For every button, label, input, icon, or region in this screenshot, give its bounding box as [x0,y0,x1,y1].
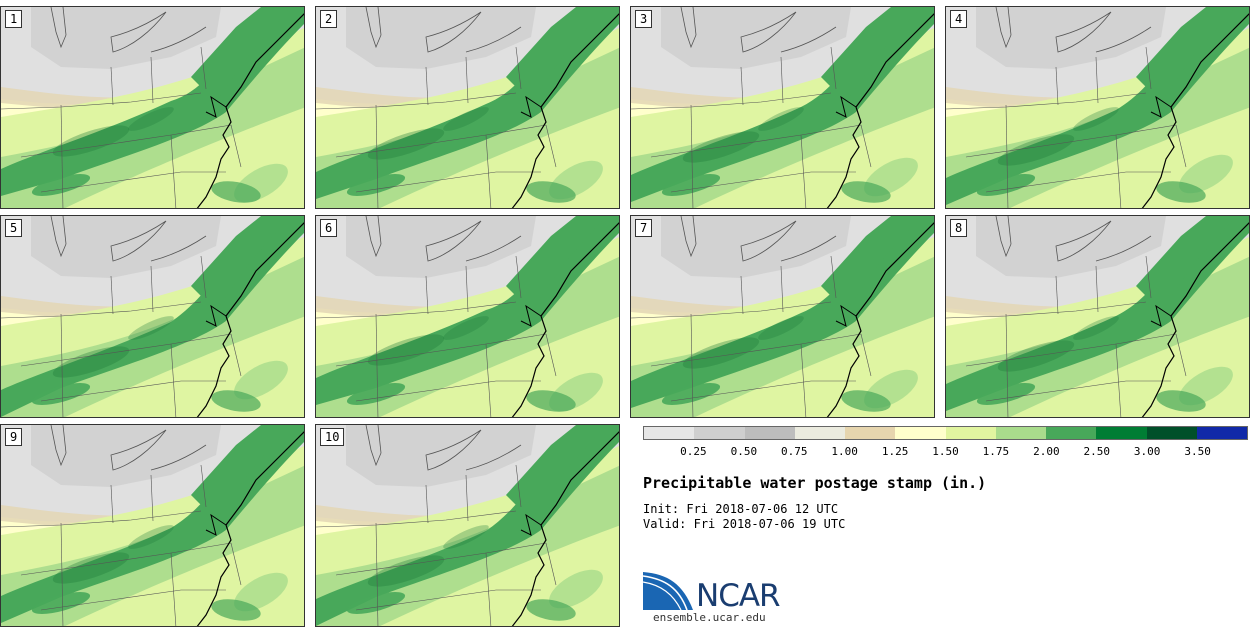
precipitable-water-map [631,216,934,417]
colorbar-swatch [1096,427,1147,439]
colorbar-swatch [895,427,946,439]
ensemble-member-panel: 3 [630,6,935,209]
precipitable-water-map [1,425,304,626]
member-number-label: 6 [320,219,338,237]
init-time: Init: Fri 2018-07-06 12 UTC [643,502,838,516]
valid-value: Fri 2018-07-06 19 UTC [693,517,846,531]
ncar-logo-icon [643,572,693,611]
colorbar-tick-label: 3.50 [1184,445,1211,458]
precipitable-water-map [946,216,1249,417]
member-number-label: 2 [320,10,338,28]
member-number-label: 3 [635,10,653,28]
precipitable-water-map [316,216,619,417]
colorbar-ticks: 0.25 0.50 0.75 1.00 1.25 1.50 1.75 2.00 2.50 3.00… [643,445,1248,459]
colorbar [643,426,1248,440]
precipitable-water-map [1,216,304,417]
member-number-label: 10 [320,428,345,446]
colorbar-tick-label: 1.25 [881,445,909,458]
ensemble-member-panel: 8 [945,215,1250,418]
precipitable-water-map [316,425,619,626]
colorbar-tick-label: 0.25 [680,445,707,458]
precipitable-water-map [316,7,619,208]
colorbar-swatch [945,427,996,439]
colorbar-swatch [1196,427,1247,439]
colorbar-swatch [995,427,1046,439]
member-number-label: 1 [5,10,23,28]
ensemble-member-panel: 10 [315,424,620,627]
figure-title: Precipitable water postage stamp (in.) [643,474,987,492]
colorbar-swatch [794,427,845,439]
init-label: Init: [643,502,680,516]
colorbar-tick-label: 1.00 [831,445,858,458]
member-number-label: 7 [635,219,653,237]
colorbar-swatch [1046,427,1097,439]
precipitable-water-map [946,7,1249,208]
colorbar-tick-label: 3.00 [1133,445,1161,458]
colorbar-tick-label: 2.00 [1033,445,1060,458]
colorbar-swatch [744,427,795,439]
ensemble-member-panel: 9 [0,424,305,627]
ensemble-member-panel: 2 [315,6,620,209]
website-url: ensemble.ucar.edu [653,611,766,624]
ensemble-member-panel: 7 [630,215,935,418]
colorbar-tick-label: 1.50 [932,445,959,458]
member-number-label: 9 [5,428,23,446]
member-number-label: 8 [950,219,968,237]
valid-time: Valid: Fri 2018-07-06 19 UTC [643,517,845,531]
valid-label: Valid: [643,517,687,531]
colorbar-tick-label: 1.75 [982,445,1010,458]
member-number-label: 4 [950,10,968,28]
ensemble-member-panel: 1 [0,6,305,209]
colorbar-tick-label: 2.50 [1083,445,1111,458]
colorbar-tick-label: 0.50 [730,445,758,458]
ensemble-member-panel: 5 [0,215,305,418]
ncar-logo-text: NCAR [696,578,781,614]
init-value: Fri 2018-07-06 12 UTC [686,502,839,516]
precipitable-water-map [631,7,934,208]
colorbar-tick-label: 0.75 [781,445,808,458]
colorbar-swatch [644,427,695,439]
ensemble-member-panel: 6 [315,215,620,418]
member-number-label: 5 [5,219,23,237]
precipitable-water-map [1,7,304,208]
colorbar-swatch [694,427,745,439]
colorbar-swatch [1146,427,1197,439]
ensemble-member-panel: 4 [945,6,1250,209]
colorbar-swatch [845,427,896,439]
